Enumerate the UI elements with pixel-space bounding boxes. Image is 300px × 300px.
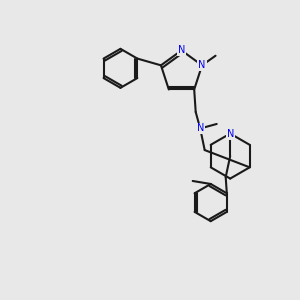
Text: N: N xyxy=(198,60,206,70)
Text: N: N xyxy=(196,124,204,134)
Text: N: N xyxy=(178,45,185,56)
Text: N: N xyxy=(226,129,234,139)
